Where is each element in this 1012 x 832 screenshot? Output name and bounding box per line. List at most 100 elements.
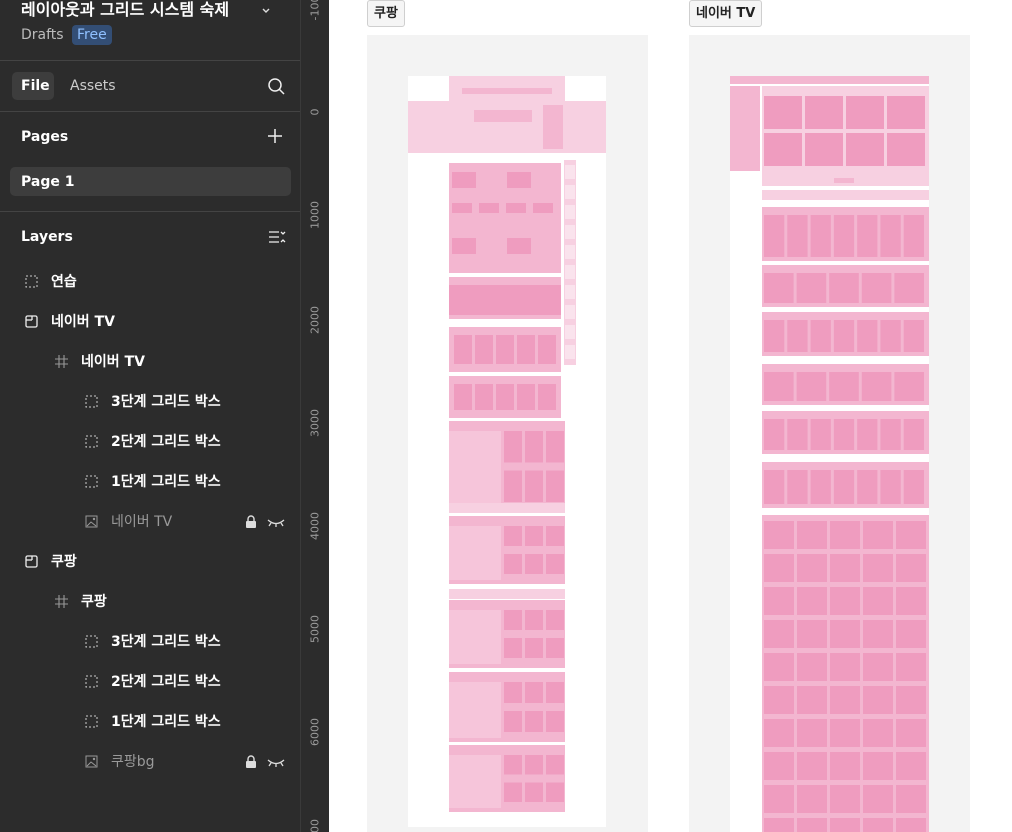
frame-label[interactable]: 쿠팡 bbox=[367, 0, 405, 27]
pink-block bbox=[764, 96, 802, 129]
hidden-icon[interactable] bbox=[267, 755, 285, 769]
layer-name[interactable]: 네이버 TV bbox=[51, 314, 115, 330]
pink-block bbox=[830, 554, 860, 582]
pink-block bbox=[525, 610, 543, 630]
tab[interactable]: Assets bbox=[70, 78, 116, 94]
pink-block bbox=[764, 273, 794, 303]
layer-name[interactable]: 네이버 TV bbox=[111, 514, 173, 530]
pink-block bbox=[764, 320, 785, 352]
layers-heading: Layers bbox=[21, 229, 73, 245]
pink-block bbox=[796, 372, 827, 401]
pink-block bbox=[830, 686, 860, 714]
pink-block bbox=[543, 105, 563, 149]
pink-block bbox=[830, 653, 860, 681]
pink-block bbox=[787, 320, 808, 352]
layers-icon[interactable] bbox=[268, 229, 286, 245]
layer-name[interactable]: 2단계 그리드 박스 bbox=[111, 674, 221, 690]
frame-label[interactable]: 네이버 TV bbox=[689, 0, 763, 27]
layer-name[interactable]: 3단계 그리드 박스 bbox=[111, 394, 221, 410]
layer-icon bbox=[85, 675, 98, 688]
pink-block bbox=[764, 785, 794, 813]
pink-block bbox=[863, 620, 893, 648]
layer-name[interactable]: 연습 bbox=[51, 274, 77, 290]
pink-block bbox=[454, 335, 472, 364]
pink-block bbox=[546, 755, 564, 775]
layer-name[interactable]: 1단계 그리드 박스 bbox=[111, 714, 221, 730]
pink-block bbox=[863, 653, 893, 681]
layer-icon bbox=[85, 435, 98, 448]
layer-name[interactable]: 쿠팡bg bbox=[111, 754, 155, 770]
ruler-label: 1000 bbox=[308, 201, 322, 229]
pink-block bbox=[525, 431, 543, 463]
pink-block bbox=[504, 682, 522, 703]
pink-block bbox=[449, 526, 501, 580]
ruler-label: 2000 bbox=[308, 306, 322, 334]
layer-icon bbox=[55, 355, 68, 368]
chevron[interactable] bbox=[260, 4, 272, 16]
search-icon[interactable] bbox=[267, 77, 285, 95]
pink-block bbox=[764, 686, 794, 714]
layer-name[interactable]: 1단계 그리드 박스 bbox=[111, 474, 221, 490]
pink-block bbox=[565, 345, 575, 359]
pink-block bbox=[903, 470, 924, 504]
pink-block bbox=[504, 470, 522, 502]
pink-block bbox=[797, 587, 827, 615]
pink-block bbox=[452, 172, 476, 188]
layer-name[interactable]: 2단계 그리드 박스 bbox=[111, 434, 221, 450]
pink-block bbox=[449, 589, 565, 599]
pink-block bbox=[787, 419, 808, 450]
pink-block bbox=[504, 610, 522, 630]
pink-block bbox=[462, 88, 552, 94]
pink-block bbox=[863, 521, 893, 549]
pink-block bbox=[903, 215, 924, 257]
pink-block bbox=[565, 225, 575, 239]
pink-block bbox=[565, 325, 575, 339]
page-item[interactable]: Page 1 bbox=[21, 174, 75, 190]
pink-block bbox=[857, 320, 878, 352]
pink-block bbox=[887, 96, 925, 129]
pink-block bbox=[479, 203, 499, 213]
pink-block bbox=[764, 752, 794, 780]
pink-block bbox=[896, 818, 926, 832]
pink-block bbox=[525, 554, 543, 574]
pink-block bbox=[475, 335, 493, 364]
pink-block bbox=[857, 419, 878, 450]
pink-block bbox=[762, 190, 929, 200]
pink-block bbox=[504, 711, 522, 732]
layer-name[interactable]: 3단계 그리드 박스 bbox=[111, 634, 221, 650]
layer-icon bbox=[25, 275, 38, 288]
pink-block bbox=[764, 818, 794, 832]
pink-block bbox=[796, 273, 827, 303]
pink-block bbox=[830, 620, 860, 648]
pink-block bbox=[896, 785, 926, 813]
hidden-icon[interactable] bbox=[267, 515, 285, 529]
pink-block bbox=[896, 620, 926, 648]
layer-icon bbox=[85, 515, 98, 528]
pink-block bbox=[525, 782, 543, 802]
pink-block bbox=[797, 620, 827, 648]
layer-name[interactable]: 네이버 TV bbox=[81, 354, 145, 370]
layer-icon bbox=[25, 555, 38, 568]
add-page[interactable] bbox=[267, 128, 283, 144]
pink-block bbox=[449, 503, 565, 513]
pink-block bbox=[565, 165, 575, 179]
layer-name[interactable]: 쿠팡 bbox=[81, 594, 107, 610]
lock-icon[interactable] bbox=[244, 515, 258, 529]
layer-name[interactable]: 쿠팡 bbox=[51, 554, 77, 570]
file-title[interactable]: 레이아웃과 그리드 시스템 숙제 bbox=[21, 0, 230, 19]
pink-block bbox=[863, 818, 893, 832]
tab[interactable]: File bbox=[21, 78, 50, 94]
pink-block bbox=[896, 686, 926, 714]
layer-icon bbox=[85, 475, 98, 488]
lock-icon[interactable] bbox=[244, 755, 258, 769]
pink-block bbox=[834, 178, 854, 183]
separator bbox=[0, 211, 300, 212]
pink-block bbox=[565, 185, 575, 199]
pink-block bbox=[454, 384, 472, 410]
pink-block bbox=[829, 273, 859, 303]
pink-block bbox=[504, 554, 522, 574]
pink-block bbox=[452, 238, 476, 254]
pink-block bbox=[538, 335, 556, 364]
pink-block bbox=[830, 587, 860, 615]
